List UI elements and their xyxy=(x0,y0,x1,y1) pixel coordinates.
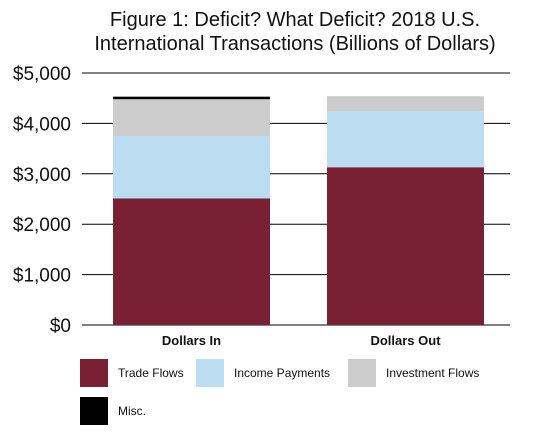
y-tick-label: $0 xyxy=(50,316,71,337)
bar-dollars-in-income-payments xyxy=(113,136,270,199)
legend-swatch-income-payments xyxy=(196,359,224,387)
bar-dollars-out-investment-flows xyxy=(327,96,484,112)
bar-dollars-out-trade-flows xyxy=(327,167,484,325)
y-tick-label: $5,000 xyxy=(13,64,71,85)
chart-title-line-2: International Transactions (Billions of … xyxy=(94,33,496,55)
legend-swatch-investment-flows xyxy=(348,359,376,387)
y-tick-label: $2,000 xyxy=(13,215,71,236)
legend-label-trade-flows: Trade Flows xyxy=(118,366,184,380)
legend-item-investment-flows: Investment Flows xyxy=(348,359,479,387)
y-axis: $0 $1,000 $2,000 $3,000 $4,000 $5,000 xyxy=(13,64,71,337)
legend-swatch-trade-flows xyxy=(80,359,108,387)
y-tick-label: $1,000 xyxy=(13,266,71,287)
bar-dollars-out-income-payments xyxy=(327,111,484,168)
legend-item-trade-flows: Trade Flows xyxy=(80,359,184,387)
y-tick-label: $4,000 xyxy=(13,114,71,135)
legend-item-misc: Misc. xyxy=(80,397,146,425)
legend-label-misc: Misc. xyxy=(118,404,146,418)
bar-dollars-in-investment-flows xyxy=(113,99,270,136)
x-category-label: Dollars In xyxy=(162,333,221,348)
legend-swatch-misc xyxy=(80,397,108,425)
bar-dollars-in-misc xyxy=(113,96,270,100)
legend-label-income-payments: Income Payments xyxy=(234,366,331,380)
x-axis-labels: Dollars In Dollars Out xyxy=(162,333,441,348)
legend-label-investment-flows: Investment Flows xyxy=(386,366,480,380)
y-tick-label: $3,000 xyxy=(13,165,71,186)
x-category-label: Dollars Out xyxy=(370,333,441,348)
bar-dollars-in-trade-flows xyxy=(113,198,270,325)
chart-title-line-1: Figure 1: Deficit? What Deficit? 2018 U.… xyxy=(109,9,481,31)
legend-item-income-payments: Income Payments xyxy=(196,359,330,387)
bar-stacks xyxy=(113,96,484,325)
